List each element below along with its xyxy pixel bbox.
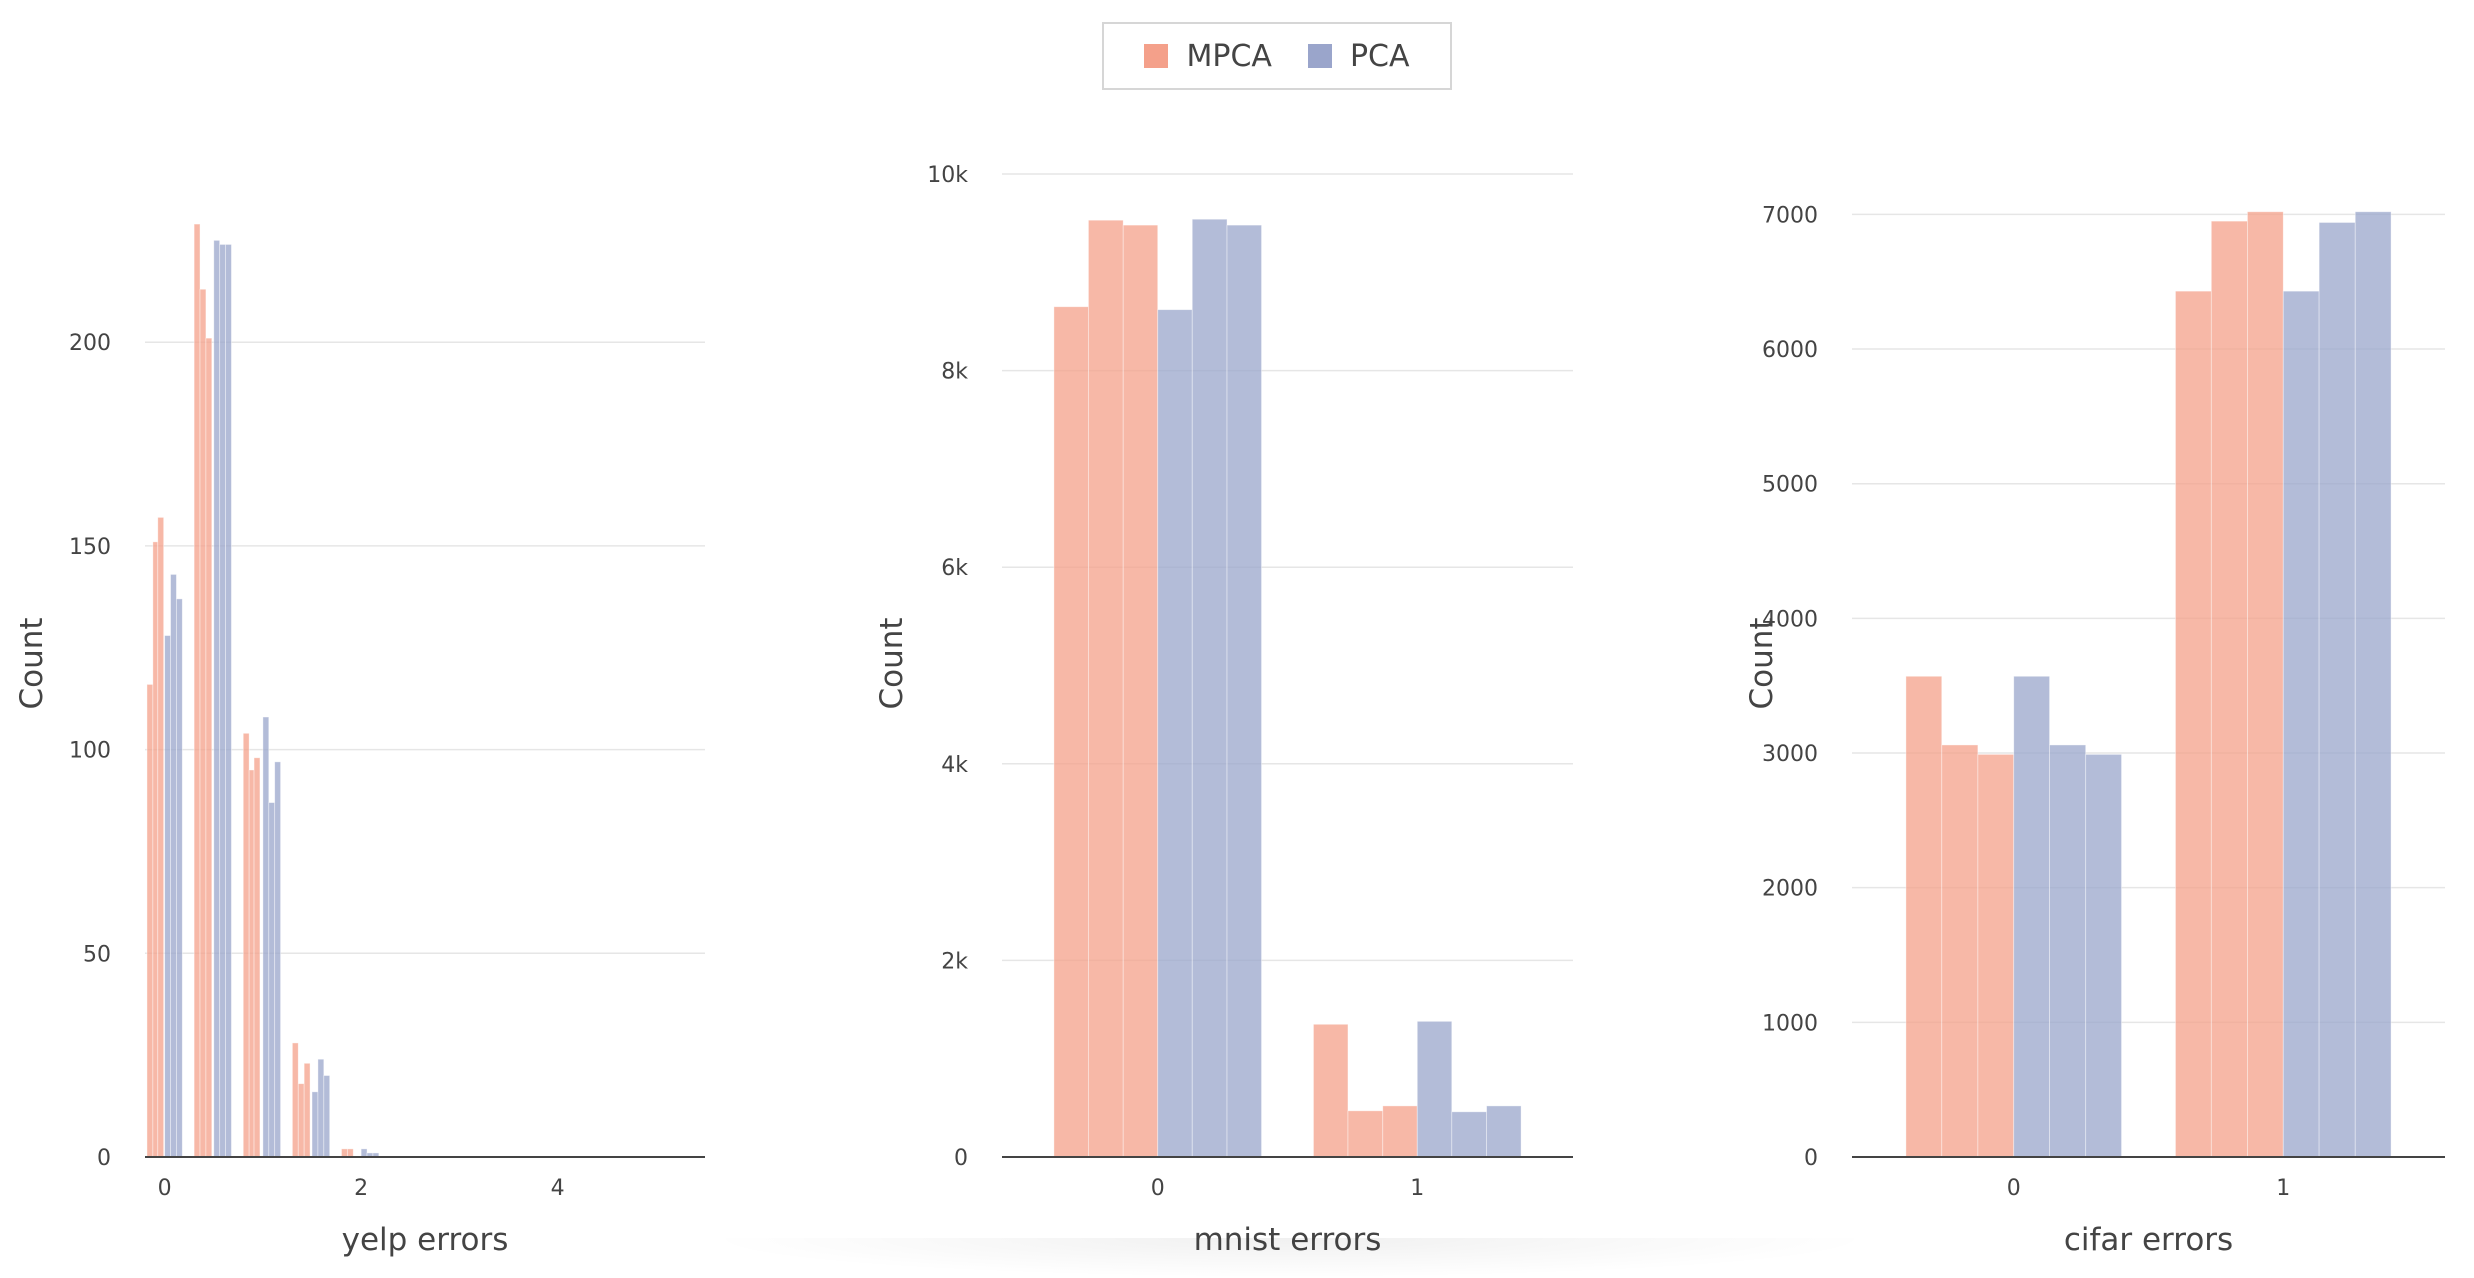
bar-pca [1416,1020,1453,1158]
bar-mpca [1122,224,1159,1158]
y-tick-label: 0 [1804,1146,1818,1171]
bar-mpca [248,769,255,1158]
bar-pca [164,635,171,1158]
bar-pca [360,1148,368,1158]
y-tick-label: 2k [941,949,968,974]
bar-pca [2049,744,2087,1158]
y-tick-label: 6000 [1762,338,1818,363]
x-tick-label: 0 [158,1176,172,1201]
legend[interactable]: MPCA PCA [1102,22,1452,90]
y-tick-label: 0 [954,1146,968,1171]
bar-pca [1451,1111,1487,1158]
bar-pca [317,1058,325,1158]
bar-pca [2354,211,2392,1158]
bar-pca [1191,218,1228,1158]
bar-mpca [346,1148,354,1158]
bar-pca [219,244,226,1158]
y-tick-label: 4k [941,753,968,778]
y-tick-label: 4000 [1762,607,1818,632]
y-tick-label: 0 [97,1146,111,1171]
bar-pca [323,1075,331,1158]
y-tick-label: 200 [69,331,111,356]
chart-panel-2: 0 1000 2000 3000 4000 5000 6000 7000 0 1 cifar err… [1744,203,2445,1258]
y-tick-label: 150 [69,535,111,560]
x-axis-title: mnist errors [1194,1222,1382,1258]
bar-mpca [2175,290,2212,1158]
y-tick-label: 7000 [1762,203,1818,228]
legend-swatch-pca [1307,44,1332,68]
bar-mpca [152,541,159,1158]
bar-mpca [1382,1105,1418,1158]
bar-pca [176,598,183,1158]
bar-pca [1226,224,1262,1158]
legend-swatch-mpca [1144,44,1169,68]
bottom-shadow [700,1238,1880,1278]
y-tick-label: 1000 [1762,1011,1818,1036]
bar-mpca [193,223,201,1158]
chart-panel-1: 0 2k 4k 6k 8k 10k 0 1 mnist errors Count [874,163,1573,1258]
bar-mpca [291,1042,299,1158]
bar-pca [2282,290,2320,1158]
x-tick-label: 2 [354,1176,368,1201]
y-axis-title: Count [874,617,910,709]
bar-mpca [1941,744,1979,1158]
x-tick-label: 1 [1410,1176,1424,1201]
bar-mpca [1313,1023,1349,1158]
bar-mpca [1088,219,1124,1158]
bar-pca [2318,222,2356,1158]
y-tick-label: 50 [83,942,111,967]
bar-pca [1486,1105,1522,1158]
bar-pca [170,574,177,1158]
bar-pca [2085,753,2122,1158]
legend-item-mpca[interactable]: MPCA [1144,38,1272,74]
y-tick-label: 8k [941,360,968,385]
legend-item-pca[interactable]: PCA [1307,38,1410,74]
bar-mpca [199,288,207,1158]
chart-panel-0: 0 50 100 150 200 0 2 4 yelp errors Count [14,223,705,1258]
legend-label-mpca: MPCA [1186,38,1272,74]
bar-mpca [253,757,261,1158]
x-axis-title: cifar errors [2064,1222,2233,1258]
y-axis-title: Count [1744,617,1780,709]
bar-mpca [1347,1110,1384,1158]
bar-mpca [157,516,165,1158]
y-tick-label: 2000 [1762,877,1818,902]
bar-mpca [2210,220,2248,1158]
bar-pca [274,761,281,1158]
x-axis-title: yelp errors [342,1222,509,1258]
bar-pca [213,239,221,1158]
bar-mpca [1977,753,2015,1158]
bar-mpca [146,684,154,1158]
y-tick-label: 5000 [1762,473,1818,498]
y-tick-label: 100 [69,739,111,764]
bar-pca [262,716,270,1158]
bar-mpca [297,1083,305,1158]
bar-mpca [2247,211,2284,1158]
y-axis-title: Count [14,617,50,709]
bar-mpca [205,337,213,1158]
bar-pca [225,244,232,1158]
bar-mpca [1905,675,1943,1158]
y-tick-label: 10k [927,163,968,188]
bar-mpca [303,1062,311,1158]
bar-mpca [1053,306,1089,1158]
x-tick-label: 0 [1151,1176,1165,1201]
bar-mpca [242,732,250,1158]
x-tick-label: 4 [551,1176,565,1201]
x-tick-label: 0 [2007,1176,2021,1201]
y-tick-label: 3000 [1762,742,1818,767]
bar-pca [311,1091,319,1158]
bar-pca [2013,675,2050,1158]
bar-pca [268,802,276,1158]
bar-mpca [341,1148,348,1158]
bar-pca [1157,309,1193,1158]
legend-label-pca: PCA [1349,38,1410,74]
y-tick-label: 6k [941,556,968,581]
x-tick-label: 1 [2276,1176,2290,1201]
